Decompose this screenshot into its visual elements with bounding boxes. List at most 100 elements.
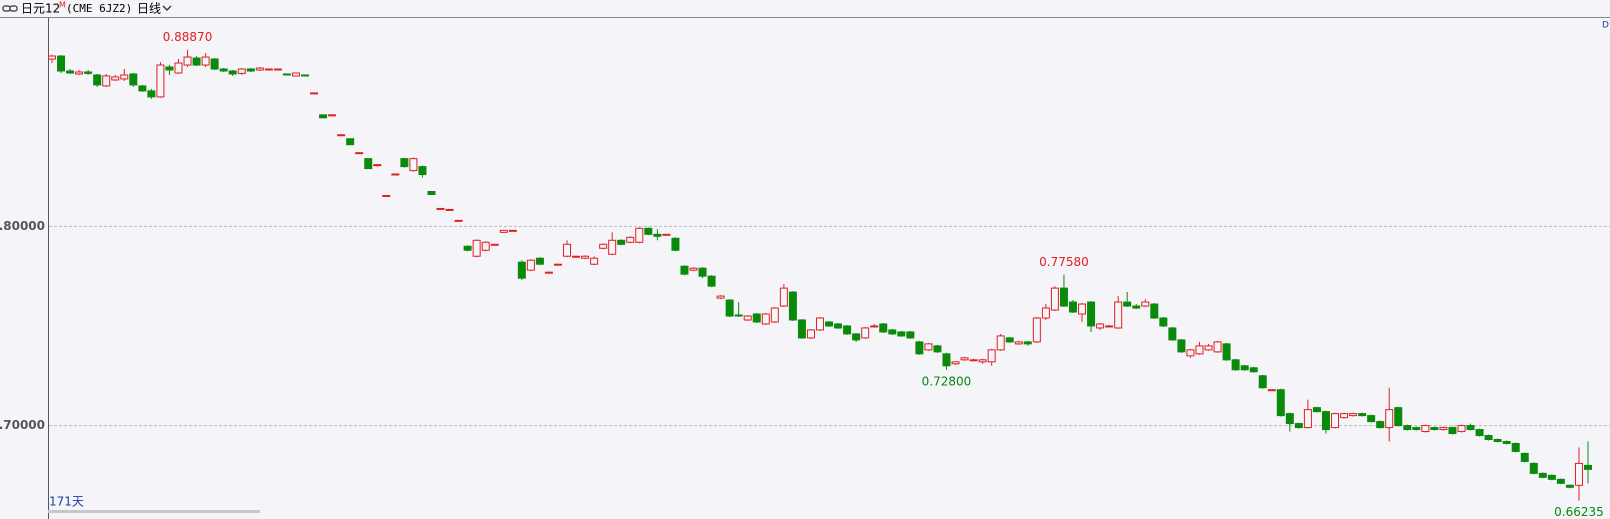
candle-body — [1475, 429, 1484, 437]
candle-body — [84, 71, 93, 74]
candle-body — [373, 164, 382, 167]
candle-body — [1294, 423, 1303, 429]
candle-body — [689, 267, 698, 271]
candle-body — [1538, 472, 1547, 478]
candle-body — [391, 173, 400, 176]
candle-body — [1114, 301, 1123, 329]
candle-body — [834, 323, 843, 329]
candle-body — [852, 333, 861, 341]
candle-body — [463, 245, 472, 251]
candle-body — [825, 321, 834, 327]
candle-body — [590, 257, 599, 265]
candle-body — [788, 291, 797, 321]
candle-body — [418, 166, 427, 176]
candle-body — [1222, 343, 1231, 361]
candle-body — [1520, 452, 1529, 462]
candle-body — [680, 265, 689, 275]
candle-body — [933, 345, 942, 353]
candle-body — [888, 329, 897, 335]
link-icon — [2, 5, 18, 12]
candle-body — [770, 307, 779, 323]
candle-body — [427, 191, 436, 195]
candle-body — [1340, 413, 1349, 419]
candle-body — [1032, 317, 1041, 343]
candle-body — [1376, 421, 1385, 429]
scrollbar[interactable] — [48, 510, 260, 513]
candle-body — [472, 239, 481, 257]
candle-body — [942, 353, 951, 367]
candle-body — [382, 194, 391, 197]
candle-body — [1321, 411, 1330, 431]
candle-body — [1358, 413, 1367, 417]
dropdown-arrow[interactable] — [162, 5, 172, 11]
header-bar — [0, 0, 1610, 17]
candle-body — [1303, 409, 1312, 429]
candle-body — [490, 243, 499, 246]
candle-body — [1050, 287, 1059, 311]
candle-body — [282, 73, 291, 76]
candle-body — [1123, 301, 1132, 307]
candle-body — [481, 241, 490, 251]
days-label: 171天 — [49, 495, 84, 509]
candle-body — [328, 114, 337, 117]
candle-body — [517, 261, 526, 279]
candle-body — [1511, 442, 1520, 452]
candle-body — [165, 66, 174, 71]
candle-body — [1421, 425, 1430, 433]
candle-body — [201, 56, 210, 66]
candle-body — [924, 343, 933, 351]
period-selector[interactable]: 日线 — [137, 2, 161, 16]
candle-body — [1448, 427, 1457, 435]
candle-body — [1529, 462, 1538, 474]
candle-body — [617, 239, 626, 245]
candle-body — [273, 68, 282, 71]
candle-body — [57, 55, 66, 72]
candle-body — [978, 359, 987, 363]
candle-body — [752, 313, 761, 323]
candle-body — [535, 257, 544, 265]
candle-body — [291, 72, 300, 77]
candle-body — [1584, 464, 1592, 470]
candle-body — [725, 299, 734, 317]
candle-body — [93, 74, 102, 86]
candle-body — [1177, 339, 1186, 353]
candle-body — [138, 85, 147, 92]
candle-body — [102, 75, 111, 87]
candle-body — [400, 158, 409, 168]
candle-body — [264, 68, 273, 71]
candle-body — [310, 92, 319, 95]
candle-body — [1213, 341, 1222, 353]
candle-body — [1078, 303, 1087, 315]
candle-body — [662, 233, 671, 236]
candle-body — [996, 335, 1005, 351]
candle-body — [1014, 341, 1023, 345]
y-tick-label: 0.70000 — [0, 418, 45, 432]
candle-body — [436, 207, 445, 210]
candle-body — [1105, 325, 1114, 328]
candle-body — [1556, 478, 1565, 484]
candle-body — [1430, 427, 1439, 431]
candle-body — [337, 134, 346, 137]
candle-body — [1141, 301, 1150, 307]
candle-body — [1231, 359, 1240, 371]
candle-body — [879, 323, 888, 333]
candle-body — [445, 208, 454, 211]
candle-body — [599, 243, 608, 249]
candle-body — [237, 68, 246, 74]
candle-body — [915, 341, 924, 355]
candle-body — [1240, 365, 1249, 371]
candle-body — [499, 229, 508, 233]
candle-body — [743, 315, 752, 321]
candle-body — [608, 239, 617, 255]
y-tick-label: 0.80000 — [0, 219, 45, 233]
candle-body — [861, 327, 870, 339]
candle-body — [1068, 301, 1077, 313]
candle-body — [843, 325, 852, 335]
candle-body — [960, 357, 969, 361]
candle-body — [300, 74, 309, 77]
candle-body — [1041, 307, 1050, 319]
candle-body — [1547, 474, 1556, 480]
candle-body — [246, 68, 255, 72]
candle-body — [346, 138, 355, 146]
